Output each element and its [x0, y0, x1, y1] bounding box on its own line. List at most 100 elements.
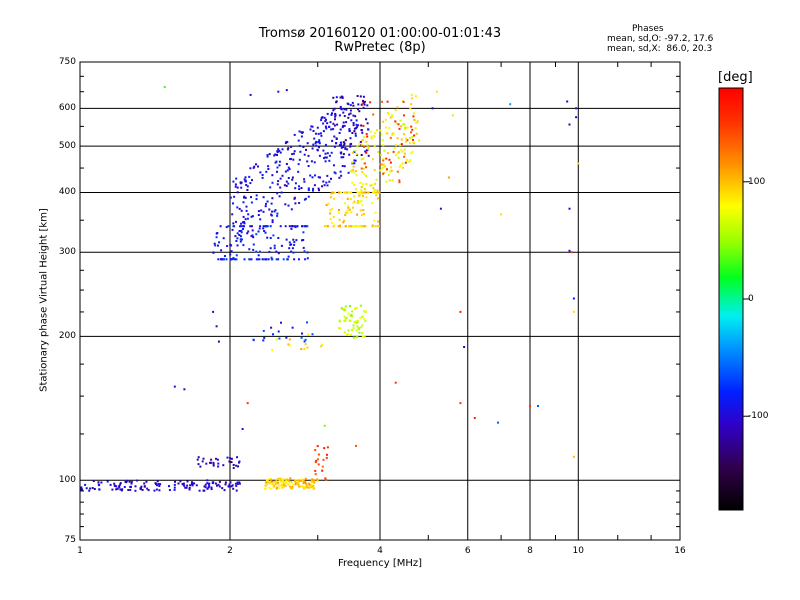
data-point: [263, 230, 266, 232]
data-point: [577, 162, 580, 165]
data-point: [347, 116, 350, 119]
data-point: [349, 319, 352, 322]
data-point: [365, 151, 368, 154]
data-point: [572, 455, 575, 458]
data-point: [352, 168, 355, 171]
data-point: [362, 106, 365, 109]
data-point: [299, 150, 302, 153]
data-point: [360, 214, 363, 217]
data-point: [318, 141, 321, 143]
data-point: [238, 461, 240, 464]
data-point: [308, 483, 311, 486]
data-point: [264, 484, 267, 487]
data-point: [294, 182, 297, 185]
data-point: [447, 176, 450, 179]
data-point: [264, 205, 267, 208]
data-point: [318, 139, 321, 142]
data-point: [304, 482, 307, 485]
data-point: [265, 225, 268, 228]
data-point: [306, 346, 309, 349]
data-point: [292, 158, 295, 161]
data-point: [390, 169, 393, 172]
data-point: [212, 310, 215, 313]
data-point: [275, 478, 278, 481]
data-point: [323, 447, 326, 450]
data-point: [275, 250, 278, 253]
data-point: [306, 251, 309, 254]
data-point: [364, 225, 367, 228]
data-point: [346, 102, 349, 105]
data-point: [353, 184, 355, 186]
data-point: [359, 95, 362, 98]
data-point: [357, 108, 359, 111]
data-point: [572, 297, 575, 300]
data-point: [343, 108, 346, 111]
data-point: [358, 110, 361, 113]
y-tick-label: 75: [64, 535, 76, 545]
data-point: [241, 428, 244, 430]
data-point: [230, 457, 233, 460]
data-point: [276, 486, 278, 489]
data-point: [323, 116, 326, 119]
data-point: [250, 196, 252, 199]
data-point: [345, 121, 348, 124]
data-point: [302, 485, 305, 488]
data-point: [321, 116, 324, 119]
data-point: [344, 139, 347, 142]
data-point: [312, 485, 315, 488]
data-point: [236, 237, 239, 240]
data-point: [385, 180, 388, 183]
data-point: [126, 479, 129, 482]
data-point: [369, 184, 372, 187]
data-point: [344, 308, 347, 311]
data-point: [359, 200, 362, 203]
data-point: [332, 122, 335, 125]
data-point: [307, 189, 310, 192]
data-point: [219, 258, 222, 261]
data-point: [238, 234, 241, 236]
data-point: [377, 225, 380, 228]
data-point: [265, 202, 267, 205]
data-point: [240, 238, 243, 241]
data-point: [292, 238, 295, 241]
data-point: [303, 178, 306, 181]
data-point: [244, 176, 247, 179]
data-point: [266, 155, 269, 158]
data-point: [183, 388, 186, 391]
data-point: [385, 126, 387, 129]
data-point: [361, 332, 364, 335]
data-point: [276, 166, 279, 169]
data-point: [302, 246, 305, 249]
data-point: [159, 483, 162, 486]
data-point: [293, 133, 296, 136]
data-point: [222, 258, 225, 261]
data-point: [394, 381, 397, 384]
data-point: [321, 185, 323, 188]
data-point: [342, 146, 345, 148]
data-point: [288, 247, 291, 250]
data-point: [298, 130, 301, 133]
data-point: [173, 385, 176, 388]
data-point: [284, 203, 287, 206]
data-point: [304, 343, 307, 346]
data-point: [297, 478, 300, 481]
data-point: [249, 225, 252, 228]
data-point: [310, 486, 313, 488]
data-point: [230, 485, 233, 488]
data-point: [344, 214, 347, 216]
data-point: [251, 234, 254, 237]
data-point: [177, 482, 180, 485]
data-point: [396, 106, 399, 109]
data-point: [284, 480, 287, 483]
data-point: [406, 158, 408, 161]
data-point: [303, 340, 306, 343]
data-point: [346, 209, 349, 212]
data-point: [236, 186, 239, 189]
data-point: [273, 154, 276, 157]
data-point: [287, 479, 290, 482]
data-point: [266, 154, 269, 157]
data-point: [290, 145, 293, 148]
data-point: [209, 461, 211, 464]
data-point: [295, 239, 298, 242]
data-point: [236, 456, 238, 459]
